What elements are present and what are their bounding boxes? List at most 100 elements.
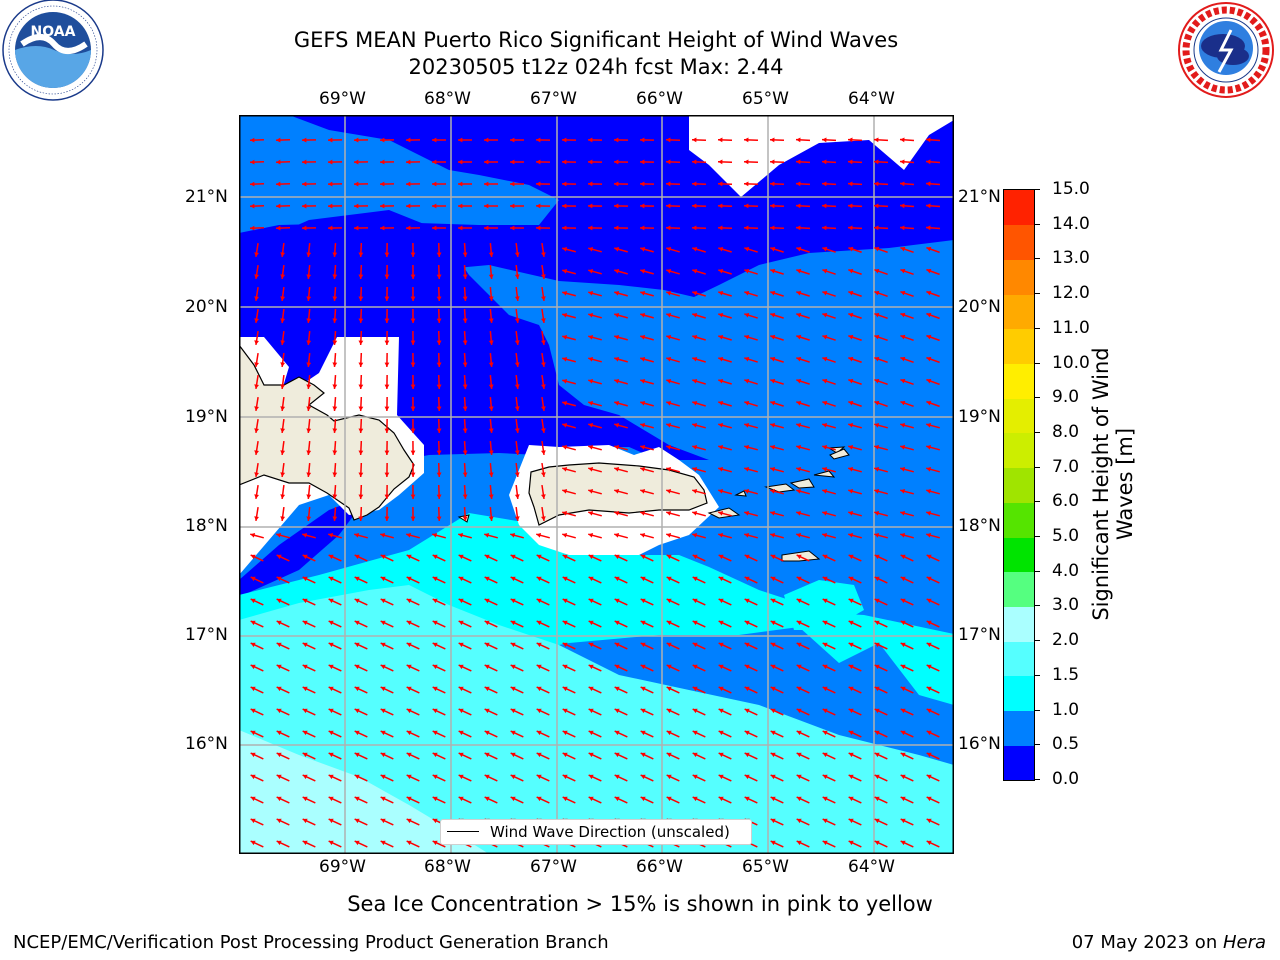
wave-direction-arrowhead [796,774,802,780]
wave-direction-arrowhead [354,225,359,231]
wave-direction-arrowhead [640,598,646,604]
wave-direction-arrowhead [354,664,360,670]
wave-direction-arrowhead [302,576,308,582]
wave-direction-arrowhead [822,576,828,582]
wave-direction-arrowhead [541,472,546,477]
wave-direction-arrowhead [384,472,390,477]
wave-direction-arrowhead [614,268,620,274]
wave-direction-arrowhead [666,686,672,692]
wave-direction-arrowhead [328,620,334,626]
wave-direction-arrowhead [380,620,386,626]
wave-direction-arrowhead [332,362,338,367]
wave-direction-arrowhead [250,576,256,582]
wave-direction-arrowhead [276,225,281,231]
colorbar-tick-label: 6.0 [1052,491,1080,512]
lat-tick-right-20n: 20°N [958,297,1001,317]
wave-direction-arrowhead [562,533,568,538]
wave-direction-arrowhead [250,203,255,209]
wave-direction-arrowhead [640,796,646,802]
wave-direction-arrowhead [822,181,827,187]
wave-direction-arrowhead [406,225,411,231]
wave-direction-arrowhead [718,598,724,604]
wave-direction-arrowhead [874,511,880,516]
wave-direction-arrowhead [874,246,880,252]
wave-direction-arrowhead [354,708,360,714]
wave-direction-arrowhead [718,489,724,494]
wave-direction-arrowhead [718,664,724,670]
wave-direction-arrowhead [640,400,646,406]
wave-direction-arrowhead [874,290,880,296]
date-text: 07 May 2023 on [1071,932,1223,953]
wave-direction-arrowhead [718,423,724,428]
wave-direction-arrowhead [328,752,334,758]
wave-direction-arrowhead [488,296,494,301]
wave-direction-arrowhead [796,312,802,318]
wave-direction-arrowhead [458,686,464,692]
colorbar-tick-mark [1034,674,1040,676]
wave-direction-arrowhead [718,642,724,648]
wave-direction-arrowhead [796,818,802,824]
colorbar-tick-label: 1.0 [1052,699,1080,720]
wave-direction-arrowhead [874,225,879,231]
wave-direction-arrowhead [484,708,490,714]
wave-direction-arrowhead [588,598,594,604]
wave-direction-arrowhead [770,708,776,714]
wave-direction-arrowhead [588,686,594,692]
wave-direction-arrowhead [328,818,334,824]
wave-direction-arrowhead [484,774,490,780]
wave-direction-arrowhead [276,730,282,736]
wave-direction-arrowhead [666,489,672,494]
wave-direction-arrowhead [614,290,620,296]
wave-direction-arrowhead [692,159,697,165]
wave-direction-arrowhead [770,445,776,450]
lon-tick-bottom-64w: 64°W [848,857,895,877]
wave-direction-arrowhead [874,533,880,538]
wave-direction-arrowhead [900,268,906,274]
colorbar-segment [1004,641,1034,677]
wave-direction-arrowhead [380,576,386,582]
wave-direction-arrowhead [536,225,541,231]
wave-direction-arrowhead [744,423,750,428]
wave-direction-arrowhead [796,137,801,143]
wave-direction-arrowhead [250,730,256,736]
wave-direction-arrowhead [848,356,854,362]
wave-direction-arrowhead [666,467,672,472]
wave-direction-arrowhead [436,384,442,389]
wave-direction-arrowhead [900,445,906,450]
wave-direction-arrowhead [848,642,854,648]
wave-direction-arrowhead [666,533,672,538]
wave-direction-arrowhead [640,467,646,472]
wave-direction-arrowhead [358,494,364,499]
wave-direction-arrowhead [926,467,932,472]
wave-direction-arrowhead [380,554,386,560]
wave-direction-arrowhead [770,225,775,231]
wave-direction-arrowhead [280,472,286,477]
wave-direction-arrowhead [358,428,364,433]
wave-direction-arrowhead [358,384,364,389]
wave-direction-arrowhead [874,730,880,736]
wave-direction-arrowhead [640,159,645,165]
wave-direction-arrowhead [588,620,594,626]
wave-direction-arrowhead [488,318,494,323]
wave-direction-arrowhead [541,494,546,499]
wave-direction-arrowhead [276,203,281,209]
wave-direction-arrowhead [514,428,520,433]
wave-direction-arrowhead [744,686,750,692]
colorbar-tick-label: 2.0 [1052,630,1080,651]
wave-direction-arrowhead [588,313,594,318]
wave-direction-arrowhead [536,774,542,780]
wave-direction-arrowhead [744,576,750,582]
wave-direction-arrowhead [541,362,546,367]
wave-direction-arrowhead [332,318,338,323]
wave-direction-arrowhead [406,533,412,538]
wave-direction-arrowhead [484,642,490,648]
wave-direction-arrowhead [874,445,880,450]
wave-direction-arrowhead [614,796,620,802]
wave-direction-arrowhead [354,159,359,165]
wave-direction-arrowhead [900,312,906,318]
wave-direction-arrowhead [328,686,334,692]
wave-direction-arrowhead [562,247,568,252]
wave-direction-arrowhead [432,181,437,187]
wave-direction-arrowhead [536,752,542,758]
wave-direction-arrowhead [384,296,390,301]
